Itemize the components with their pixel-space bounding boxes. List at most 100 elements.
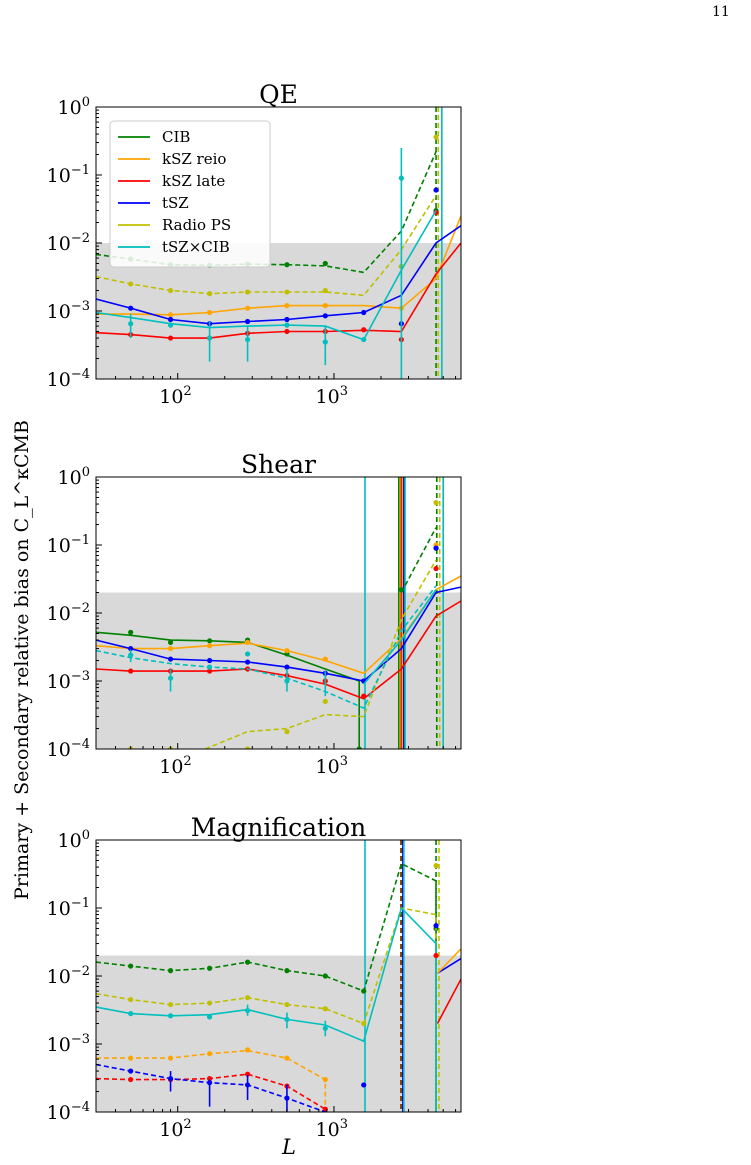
- data-point: [322, 313, 328, 319]
- series-line-ksz-late-solid: [436, 978, 461, 1024]
- data-point: [207, 668, 213, 674]
- data-point: [167, 1075, 174, 1082]
- data-point: [284, 1001, 290, 1008]
- data-point: [284, 729, 290, 735]
- data-point: [284, 647, 290, 654]
- panel-magnification: 100 10−1 10−2 10−3 10−4 102 103 Magnification: [47, 813, 462, 1141]
- data-point: [284, 1055, 290, 1061]
- data-point: [356, 746, 362, 749]
- x-tick-label: 103: [316, 1117, 348, 1141]
- x-tick-label: 102: [159, 754, 191, 778]
- data-point: [167, 322, 174, 328]
- data-point: [284, 303, 290, 309]
- y-tick-label: 10−2: [47, 601, 90, 625]
- data-point: [284, 328, 290, 335]
- y-tick-label: 10−1: [47, 896, 90, 920]
- series-line-radio-ps: [204, 559, 437, 749]
- data-point: [128, 963, 134, 969]
- data-point: [207, 1051, 213, 1057]
- shaded-region: [96, 955, 461, 1112]
- data-point: [322, 287, 328, 294]
- data-point: [322, 1076, 328, 1083]
- data-point: [361, 1082, 367, 1088]
- legend: CIB kSZ reio kSZ late tSZ Radio PS tSZ×CIB: [109, 120, 271, 268]
- data-point: [128, 629, 134, 635]
- data-point: [361, 309, 367, 316]
- data-point: [167, 312, 174, 318]
- data-point: [322, 260, 328, 267]
- data-point: [167, 1013, 174, 1019]
- x-tick-label: 102: [159, 384, 191, 408]
- data-point: [167, 639, 174, 645]
- x-axis-label: L: [282, 1135, 296, 1159]
- data-point: [167, 316, 174, 323]
- series-line-radio-ps: [96, 195, 437, 297]
- data-point: [284, 664, 290, 670]
- data-point: [167, 287, 174, 294]
- y-tick-label: 10−4: [47, 367, 90, 391]
- data-point: [128, 1076, 134, 1083]
- data-point: [167, 675, 174, 681]
- data-point: [244, 995, 251, 1001]
- data-point: [207, 1080, 213, 1086]
- data-point: [433, 863, 439, 869]
- data-point: [284, 968, 290, 974]
- data-point: [167, 968, 174, 974]
- data-point: [207, 309, 213, 316]
- data-point: [128, 1055, 134, 1061]
- data-point: [207, 657, 213, 664]
- series-line-cib-dashed: [400, 527, 437, 593]
- legend-label: kSZ late: [162, 172, 225, 190]
- series-line-ksz-reio-solid: [436, 948, 461, 974]
- y-tick-label: 10−2: [47, 964, 90, 988]
- data-point: [322, 656, 328, 662]
- y-tick-label: 100: [58, 95, 90, 119]
- y-tick-label: 10−3: [47, 669, 90, 693]
- data-point: [244, 289, 251, 295]
- data-point: [433, 500, 439, 506]
- data-point: [244, 1082, 251, 1088]
- data-point: [433, 545, 439, 551]
- data-point: [361, 336, 367, 343]
- y-tick-label: 100: [58, 465, 90, 489]
- legend-label: CIB: [162, 128, 190, 146]
- data-point: [284, 678, 290, 684]
- y-tick-label: 10−4: [47, 737, 90, 761]
- data-point: [322, 303, 328, 309]
- data-point: [322, 973, 328, 979]
- data-point: [128, 305, 134, 311]
- data-point: [167, 335, 174, 341]
- data-point: [244, 318, 251, 325]
- data-point: [244, 959, 251, 965]
- data-point: [167, 645, 174, 652]
- panel-shear: 100 10−1 10−2 10−3 10−4 102 103 Shear: [47, 450, 462, 778]
- data-point: [167, 1055, 174, 1061]
- panel-title: Shear: [241, 450, 316, 479]
- data-point: [244, 639, 251, 645]
- data-point: [361, 693, 367, 699]
- data-point: [284, 262, 290, 268]
- data-point: [284, 316, 290, 323]
- series-line-ksz-reio: [96, 1049, 327, 1112]
- legend-label: kSZ reio: [162, 150, 226, 168]
- legend-label: tSZ×CIB: [162, 238, 230, 256]
- data-point: [398, 175, 404, 181]
- data-point: [322, 698, 328, 705]
- series-line-tsz-solid: [437, 957, 461, 974]
- data-point: [284, 322, 290, 328]
- data-point: [361, 327, 367, 333]
- data-point: [207, 664, 213, 670]
- data-point: [207, 1014, 213, 1020]
- y-tick-label: 10−1: [47, 533, 90, 557]
- data-point: [322, 1025, 328, 1031]
- data-point: [128, 652, 134, 658]
- data-point: [361, 1020, 367, 1027]
- data-point: [284, 289, 290, 295]
- data-point: [167, 656, 174, 662]
- data-point: [207, 1000, 213, 1006]
- data-point: [433, 952, 439, 959]
- data-point: [284, 1095, 290, 1101]
- data-point: [433, 565, 439, 572]
- data-point: [207, 335, 213, 341]
